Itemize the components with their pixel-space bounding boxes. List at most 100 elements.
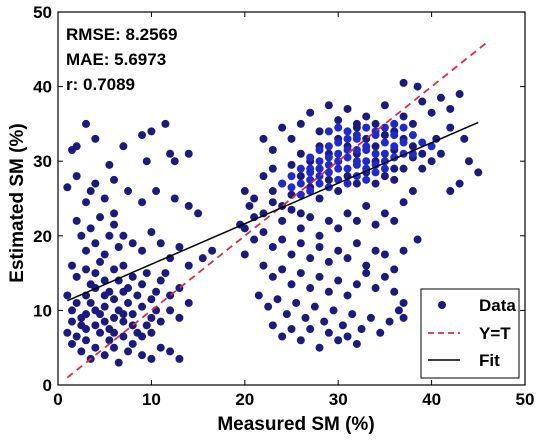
data-point bbox=[380, 164, 389, 173]
data-point bbox=[371, 284, 380, 293]
data-point bbox=[399, 112, 408, 121]
data-point bbox=[96, 257, 105, 266]
data-point bbox=[315, 164, 324, 173]
data-point bbox=[264, 302, 273, 311]
data-point bbox=[268, 146, 277, 155]
data-point bbox=[105, 160, 114, 169]
data-point bbox=[82, 336, 91, 345]
data-point bbox=[324, 127, 333, 136]
data-point bbox=[343, 146, 352, 155]
data-point bbox=[324, 101, 333, 110]
data-point bbox=[124, 347, 133, 356]
data-point bbox=[287, 190, 296, 199]
data-point bbox=[296, 149, 305, 158]
data-point bbox=[343, 179, 352, 188]
y-tick-label: 10 bbox=[33, 301, 52, 320]
data-point bbox=[152, 187, 161, 196]
data-point bbox=[105, 231, 114, 240]
data-point bbox=[287, 325, 296, 334]
data-point bbox=[166, 347, 175, 356]
data-point bbox=[287, 205, 296, 214]
legend: Data Y=T Fit bbox=[420, 288, 520, 379]
data-point bbox=[142, 157, 151, 166]
data-point bbox=[273, 295, 282, 304]
data-point bbox=[334, 116, 343, 125]
data-point bbox=[338, 321, 347, 330]
data-point bbox=[315, 157, 324, 166]
data-point bbox=[343, 153, 352, 162]
data-point bbox=[390, 216, 399, 225]
data-point bbox=[208, 246, 217, 255]
data-point bbox=[100, 276, 109, 285]
data-point bbox=[310, 302, 319, 311]
x-tick-label: 10 bbox=[142, 390, 161, 409]
data-point bbox=[110, 265, 119, 274]
data-point bbox=[399, 123, 408, 132]
data-point bbox=[315, 343, 324, 352]
data-point bbox=[390, 131, 399, 140]
data-point bbox=[306, 164, 315, 173]
data-point bbox=[147, 228, 156, 237]
data-point bbox=[296, 209, 305, 218]
data-point bbox=[343, 291, 352, 300]
data-point bbox=[133, 291, 142, 300]
data-point bbox=[147, 295, 156, 304]
data-point bbox=[324, 257, 333, 266]
data-point bbox=[268, 272, 277, 281]
mae-annotation: MAE: 5.6973 bbox=[66, 50, 166, 69]
data-point bbox=[315, 146, 324, 155]
data-point bbox=[436, 149, 445, 158]
data-point bbox=[390, 142, 399, 151]
data-point bbox=[315, 127, 324, 136]
data-point bbox=[68, 339, 77, 348]
data-point bbox=[306, 254, 315, 263]
legend-marker-data bbox=[438, 301, 446, 309]
data-point bbox=[334, 138, 343, 147]
data-point bbox=[110, 175, 119, 184]
data-point bbox=[184, 298, 193, 307]
axes-box bbox=[57, 11, 526, 386]
data-point bbox=[362, 112, 371, 121]
data-point bbox=[296, 269, 305, 278]
data-point bbox=[166, 306, 175, 315]
data-point bbox=[250, 235, 259, 244]
data-point bbox=[91, 343, 100, 352]
data-point bbox=[184, 261, 193, 270]
data-point bbox=[390, 164, 399, 173]
data-point bbox=[352, 146, 361, 155]
data-point bbox=[240, 187, 249, 196]
data-point bbox=[254, 291, 263, 300]
data-point bbox=[408, 119, 417, 128]
data-point bbox=[446, 123, 455, 132]
data-point bbox=[268, 164, 277, 173]
data-point bbox=[100, 317, 109, 326]
data-point bbox=[371, 149, 380, 158]
data-point bbox=[324, 328, 333, 337]
data-point bbox=[110, 313, 119, 322]
data-point bbox=[147, 328, 156, 337]
data-point bbox=[408, 131, 417, 140]
data-point bbox=[128, 239, 137, 248]
data-point bbox=[147, 127, 156, 136]
data-point bbox=[100, 351, 109, 360]
data-point bbox=[63, 291, 72, 300]
data-point bbox=[315, 231, 324, 240]
data-point bbox=[119, 287, 128, 296]
data-point bbox=[380, 209, 389, 218]
data-point bbox=[166, 149, 175, 158]
data-point bbox=[110, 328, 119, 337]
data-point bbox=[408, 142, 417, 151]
data-point bbox=[278, 235, 287, 244]
data-point bbox=[380, 250, 389, 259]
data-point bbox=[320, 317, 329, 326]
data-point bbox=[77, 347, 86, 356]
data-point bbox=[427, 108, 436, 117]
data-point bbox=[138, 332, 147, 341]
legend-label-fit: Fit bbox=[479, 351, 500, 370]
data-point bbox=[362, 261, 371, 270]
data-point bbox=[100, 291, 109, 300]
data-point bbox=[91, 269, 100, 278]
data-point bbox=[306, 213, 315, 222]
data-point bbox=[278, 179, 287, 188]
data-point bbox=[287, 280, 296, 289]
